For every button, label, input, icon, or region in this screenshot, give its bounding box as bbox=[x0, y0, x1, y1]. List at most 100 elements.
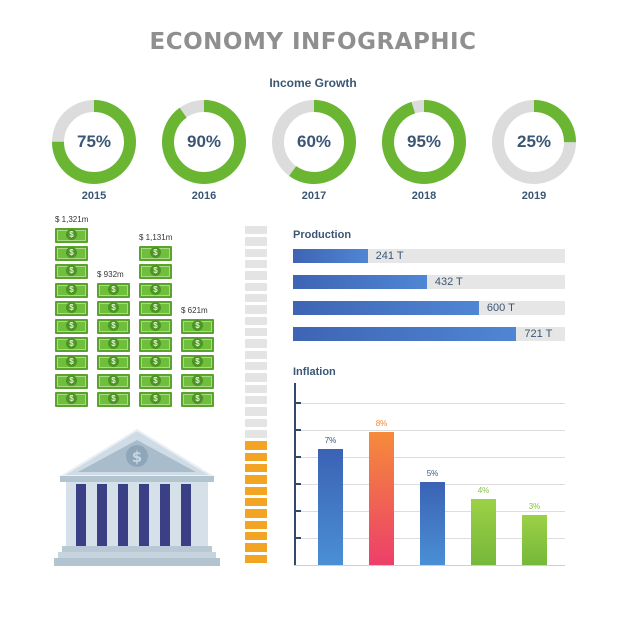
meter-segment bbox=[245, 464, 267, 473]
cash-value-label: $ 1,131m bbox=[139, 233, 173, 243]
cash-value-label: $ 1,321m bbox=[55, 215, 89, 224]
donut-percent-label: 60% bbox=[296, 132, 332, 151]
meter-segment bbox=[245, 339, 267, 348]
meter-segment bbox=[245, 237, 267, 246]
svg-text:$: $ bbox=[132, 448, 142, 466]
meter-segment bbox=[245, 441, 267, 450]
production-bar bbox=[293, 275, 427, 289]
production-bar bbox=[293, 301, 479, 315]
inflation-value-label: 3% bbox=[528, 502, 541, 512]
banknote-icon bbox=[97, 282, 130, 298]
meter-segment bbox=[245, 282, 267, 291]
meter-segment bbox=[245, 407, 267, 416]
production-bar bbox=[293, 327, 517, 341]
banknote-icon bbox=[181, 337, 214, 353]
meter-segment bbox=[245, 328, 267, 337]
banknote-icon bbox=[139, 373, 172, 389]
meter-segment bbox=[245, 554, 267, 563]
inflation-bar bbox=[318, 448, 343, 565]
production-bar-track: 721 T bbox=[293, 327, 565, 341]
production-value-label: 432 T bbox=[434, 276, 463, 288]
inflation-y-axis bbox=[294, 383, 296, 565]
banknote-icon bbox=[55, 373, 88, 389]
inflation-tick bbox=[294, 537, 301, 539]
donut-year-label: 2017 bbox=[301, 190, 327, 202]
banknote-icon bbox=[55, 300, 88, 316]
donut-slice bbox=[272, 100, 356, 184]
banknote-icon bbox=[55, 319, 88, 334]
cash-value-label: $ 932m bbox=[97, 269, 124, 279]
banknote-icon bbox=[97, 300, 130, 316]
meter-segment bbox=[245, 532, 267, 541]
meter-segment bbox=[245, 373, 267, 382]
inflation-tick bbox=[294, 456, 301, 458]
inflation-tick bbox=[294, 429, 301, 431]
meter-segment bbox=[245, 475, 267, 484]
meter-segment bbox=[245, 486, 267, 495]
banknote-icon bbox=[55, 355, 88, 371]
donut-year-label: 2018 bbox=[411, 190, 437, 202]
banknote-icon bbox=[97, 355, 130, 371]
banknote-icon bbox=[139, 282, 172, 298]
production-bar-track: 600 T bbox=[293, 301, 565, 315]
meter-segment bbox=[245, 543, 267, 552]
banknote-icon bbox=[181, 373, 214, 389]
production-value-label: 721 T bbox=[524, 328, 553, 340]
inflation-value-label: 5% bbox=[426, 469, 439, 478]
banknote-icon bbox=[139, 300, 172, 316]
banknote-icon bbox=[139, 264, 172, 280]
inflation-gridline bbox=[294, 403, 565, 404]
meter-segment bbox=[245, 520, 267, 529]
inflation-value-label: 4% bbox=[477, 485, 490, 495]
donut-percent-label: 95% bbox=[406, 132, 442, 151]
banknote-icon bbox=[97, 337, 130, 353]
donut-percent-label: 75% bbox=[76, 132, 112, 151]
inflation-tick bbox=[294, 483, 301, 485]
banknote-icon bbox=[139, 319, 172, 334]
donut-slice bbox=[52, 100, 136, 184]
meter-segment bbox=[245, 452, 267, 461]
income-growth-title: Income Growth bbox=[269, 76, 357, 90]
meter-segment bbox=[245, 226, 267, 235]
meter-segment bbox=[245, 509, 267, 518]
cash-value-label: $ 621m bbox=[181, 306, 208, 315]
income-donut-2017: 60% bbox=[270, 98, 358, 186]
income-donut-2019: 25% bbox=[490, 98, 578, 186]
meter-segment bbox=[245, 396, 267, 405]
inflation-gridline bbox=[294, 430, 565, 431]
bank-building-icon: $ bbox=[54, 428, 220, 566]
production-value-label: 600 T bbox=[486, 302, 515, 314]
donut-year-label: 2015 bbox=[81, 190, 107, 202]
page-title: ECONOMY INFOGRAPHIC bbox=[149, 29, 477, 55]
meter-segment bbox=[245, 418, 267, 427]
donut-slice bbox=[492, 100, 576, 184]
donut-year-label: 2019 bbox=[521, 190, 547, 202]
banknote-icon bbox=[139, 246, 172, 262]
donut-year-label: 2016 bbox=[191, 190, 217, 202]
meter-segment bbox=[245, 260, 267, 269]
banknote-icon bbox=[55, 282, 88, 298]
banknote-icon bbox=[97, 319, 130, 334]
inflation-bar bbox=[369, 432, 394, 565]
banknote-icon bbox=[55, 337, 88, 353]
banknote-icon bbox=[181, 319, 214, 334]
production-bar bbox=[293, 249, 368, 263]
banknote-icon bbox=[139, 355, 172, 371]
donut-percent-label: 90% bbox=[186, 132, 222, 151]
inflation-bar bbox=[420, 482, 445, 565]
inflation-value-label: 8% bbox=[375, 419, 388, 429]
meter-segment bbox=[245, 316, 267, 325]
meter-segment bbox=[245, 271, 267, 280]
meter-segment bbox=[245, 362, 267, 371]
production-bar-track: 241 T bbox=[293, 249, 565, 263]
income-donut-2018: 95% bbox=[380, 98, 468, 186]
meter-segment bbox=[245, 248, 267, 257]
banknote-icon bbox=[97, 373, 130, 389]
meter-segment bbox=[245, 294, 267, 303]
income-donut-2016: 90% bbox=[160, 98, 248, 186]
income-donut-2015: 75% bbox=[50, 98, 138, 186]
production-bar-track: 432 T bbox=[293, 275, 565, 289]
inflation-title: Inflation bbox=[293, 366, 336, 378]
banknote-icon bbox=[139, 391, 172, 407]
meter-segment bbox=[245, 305, 267, 314]
